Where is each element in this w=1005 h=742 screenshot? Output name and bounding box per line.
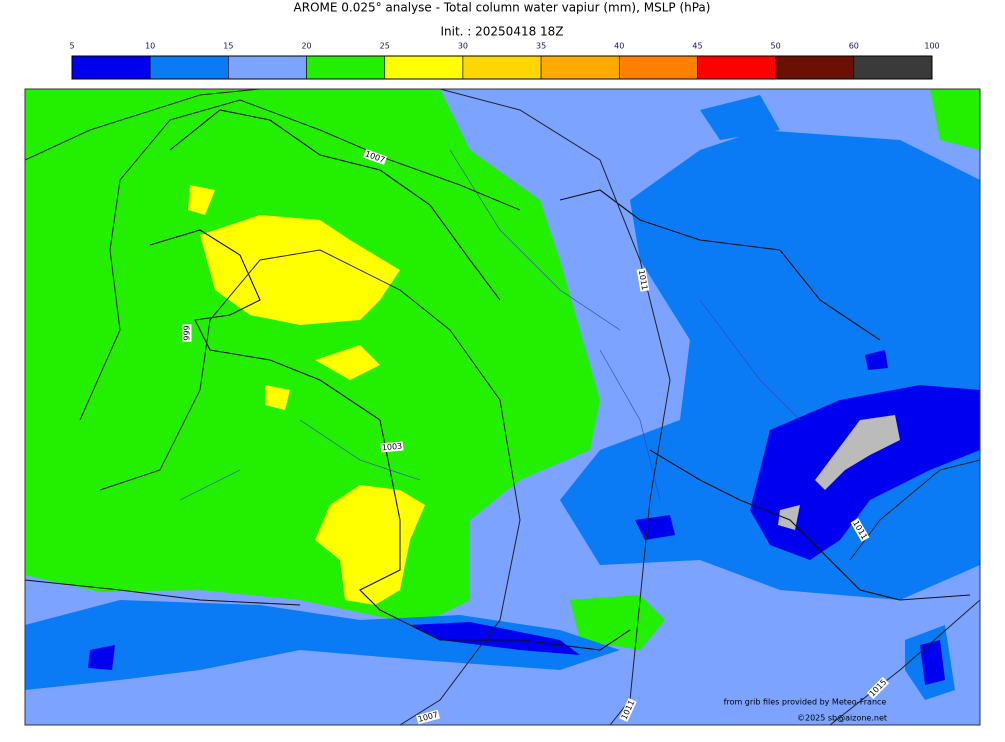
colorbar-tick-label: 10 bbox=[145, 42, 155, 51]
colorbar-tick-label: 15 bbox=[223, 42, 233, 51]
isobar-label: 1003 bbox=[381, 442, 402, 453]
map-frame bbox=[24, 88, 981, 726]
colorbar-tick-label: 30 bbox=[458, 42, 468, 51]
colorbar-tick-label: 5 bbox=[69, 42, 74, 51]
colorbar-tick-label: 35 bbox=[536, 42, 546, 51]
title: AROME 0.025° analyse - Total column wate… bbox=[294, 1, 711, 15]
field-20-25 bbox=[25, 89, 600, 625]
colorbar-tick-label: 20 bbox=[301, 42, 311, 51]
colorbar-segment bbox=[462, 55, 542, 80]
colorbar-tick-label: 45 bbox=[692, 42, 702, 51]
isobar-label-bg bbox=[636, 268, 650, 292]
colorbar-segment bbox=[853, 55, 933, 80]
colorbar-segment bbox=[228, 55, 307, 80]
field-10-15 bbox=[25, 600, 955, 700]
colorbar-tick-label: 25 bbox=[380, 42, 390, 51]
rivers bbox=[179, 149, 801, 501]
isobar-label-bg bbox=[619, 697, 637, 723]
field-gray bbox=[778, 415, 900, 530]
colorbar-segment bbox=[306, 55, 386, 80]
credit: ©2025 sb@aizone.net bbox=[797, 714, 887, 723]
colorbar-segment bbox=[384, 55, 464, 80]
field-5-10 bbox=[88, 350, 980, 685]
colorbar: 5 10 15 20 25 30 35 40 45 50 60 100 bbox=[69, 42, 940, 80]
colorbar-tick-label: 60 bbox=[849, 42, 859, 51]
colorbar-segment bbox=[540, 55, 620, 80]
coastline bbox=[25, 109, 971, 651]
isobar-label-bg bbox=[850, 518, 870, 542]
colorbar-tick-label: 40 bbox=[614, 42, 624, 51]
init-time: Init. : 20250418 18Z bbox=[440, 25, 563, 39]
isobar-label-bg bbox=[866, 676, 890, 700]
isobar-label-bg bbox=[362, 148, 388, 166]
colorbar-tick-label: 100 bbox=[924, 42, 939, 51]
isobar-label: 999 bbox=[183, 325, 192, 340]
colorbar-segment bbox=[697, 55, 776, 80]
credit: from grib files provided by Meteo-France bbox=[724, 698, 887, 707]
isobar bbox=[25, 89, 980, 725]
isobar-label-bg bbox=[182, 324, 192, 342]
colorbar-segment bbox=[149, 55, 229, 80]
isobar-label-bg bbox=[380, 441, 404, 453]
colorbar-segment bbox=[618, 55, 698, 80]
isobar-label: 1011 bbox=[637, 269, 649, 291]
colorbar-tick-label: 50 bbox=[771, 42, 781, 51]
map-area bbox=[25, 89, 980, 725]
colorbar-segment bbox=[71, 55, 151, 80]
isobar-label-bg bbox=[416, 709, 440, 725]
colorbar-frame bbox=[71, 55, 933, 80]
colorbar-segment bbox=[775, 55, 855, 80]
field-25-30 bbox=[188, 185, 425, 605]
